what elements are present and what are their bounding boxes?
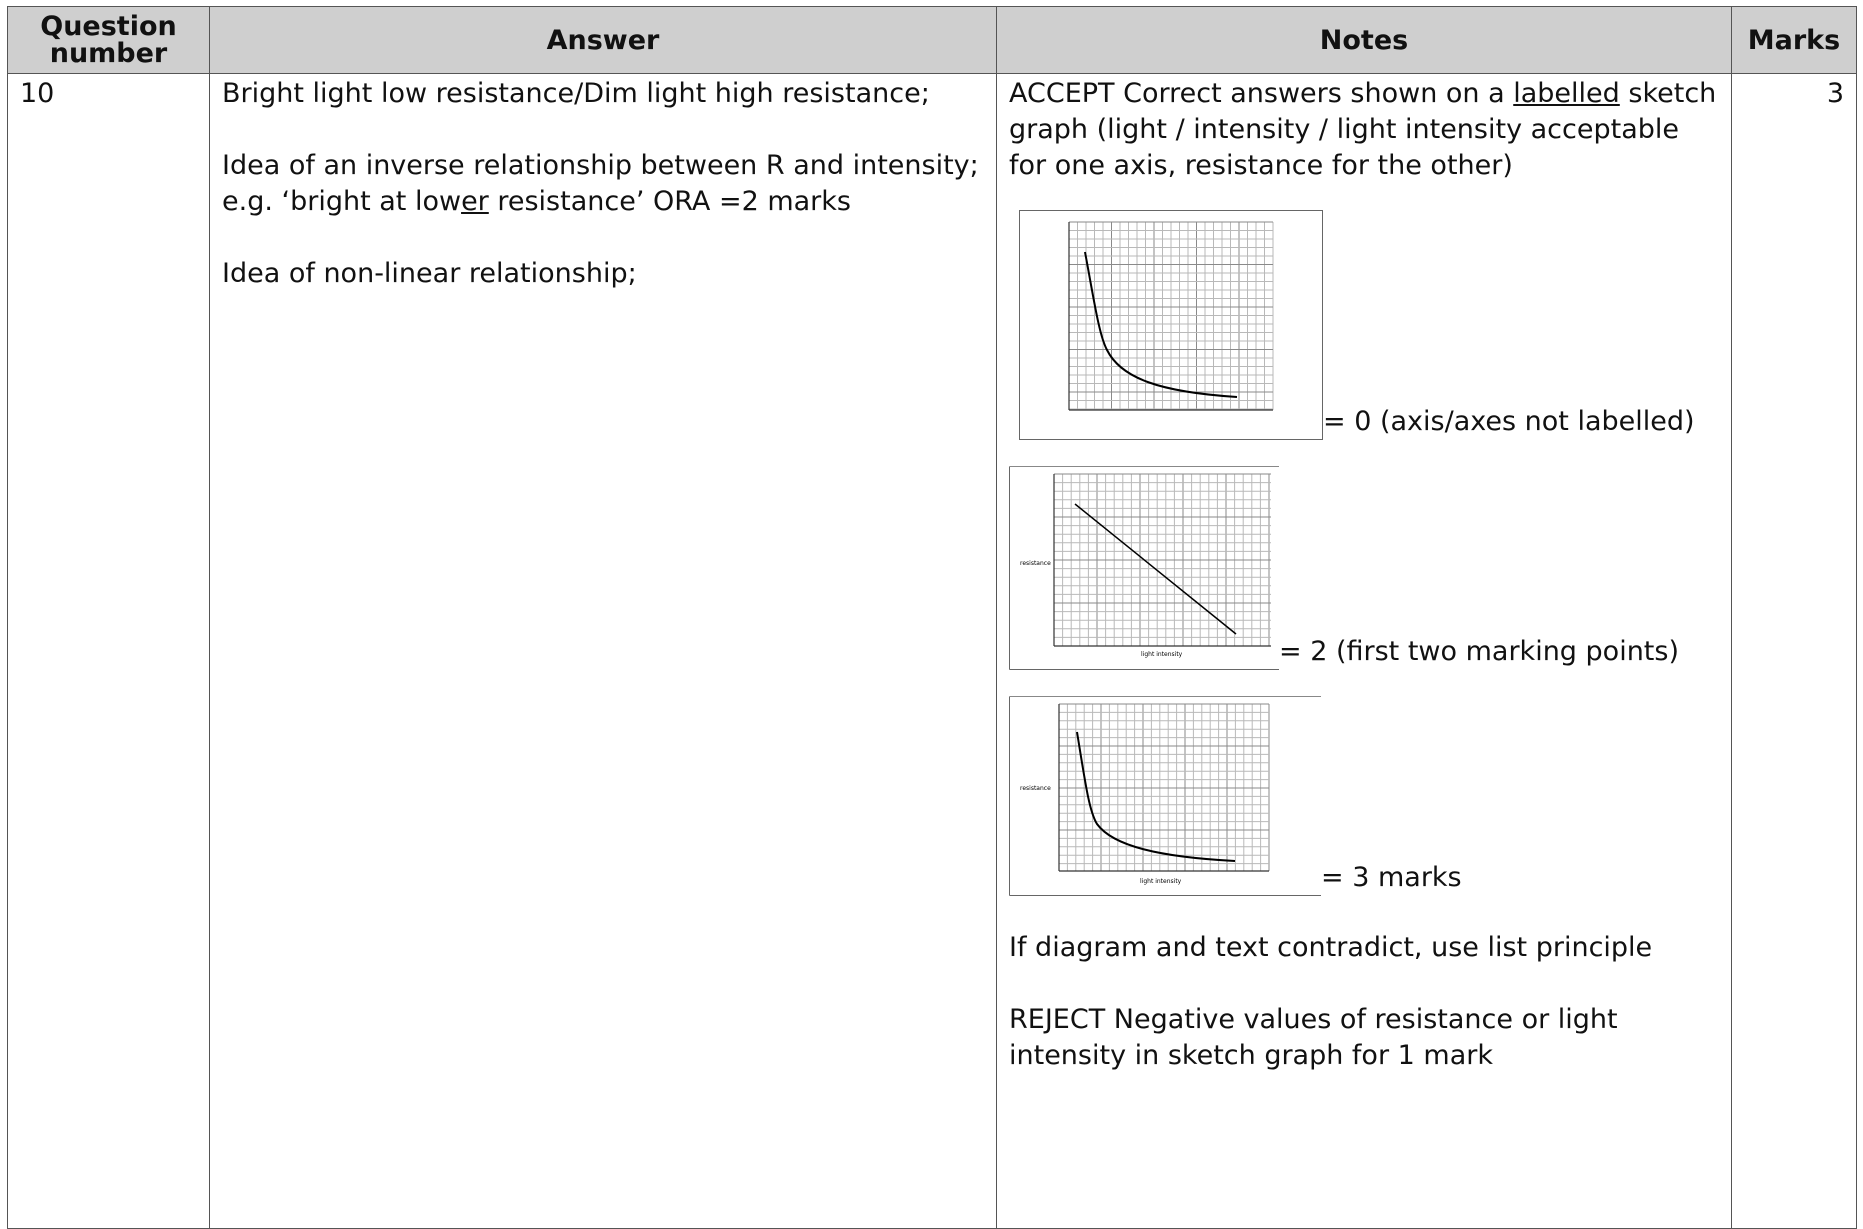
notes-accept-underlined: labelled xyxy=(1513,78,1620,109)
answer-line-3-post: resistance’ ORA =2 marks xyxy=(488,186,851,217)
table-row: 10 Bright light low resistance/Dim light… xyxy=(7,73,1857,1229)
sketch-3-ylabel: resistance xyxy=(1020,785,1051,792)
marks-cell: 3 xyxy=(1731,73,1857,1229)
header-row: Question number Answer Notes Marks xyxy=(7,6,1857,74)
sketch-1-caption: = 0 (axis/axes not labelled) xyxy=(1323,406,1695,437)
answer-line-3-pre: e.g. ‘bright at low xyxy=(222,186,462,217)
notes-reject: REJECT Negative values of resistance or … xyxy=(1009,1004,1618,1071)
sketch-2-xlabel: light intensity xyxy=(1141,651,1183,658)
sketch-2-caption: = 2 (first two marking points) xyxy=(1279,636,1679,667)
answer-line-4: Idea of non-linear relationship; xyxy=(222,258,637,289)
header-question-number: Question number xyxy=(7,6,210,74)
sketch-3-caption: = 3 marks xyxy=(1321,862,1462,893)
answer-cell: Bright light low resistance/Dim light hi… xyxy=(209,73,997,1229)
notes-accept-pre: ACCEPT Correct answers shown on a xyxy=(1009,78,1514,109)
header-marks: Marks xyxy=(1731,6,1857,74)
sketch-graph-unlabelled xyxy=(1019,210,1323,440)
sketch-3-xlabel: light intensity xyxy=(1140,878,1182,885)
answer-line-1: Bright light low resistance/Dim light hi… xyxy=(222,78,930,109)
notes-accept: ACCEPT Correct answers shown on a labell… xyxy=(1009,76,1719,184)
question-number-cell: 10 xyxy=(7,73,210,1229)
notes-cell: ACCEPT Correct answers shown on a labell… xyxy=(996,73,1732,1229)
header-answer: Answer xyxy=(209,6,997,74)
notes-accept-post: sketch graph (light / intensity / light … xyxy=(1009,78,1717,181)
answer-line-2: Idea of an inverse relationship between … xyxy=(222,150,979,181)
sketch-graph-linear: resistance light intensity xyxy=(1009,466,1279,670)
sketch-row-3: resistance light intensity = 3 marks xyxy=(1009,696,1719,896)
sketch-2-ylabel: resistance xyxy=(1020,560,1051,567)
mark-scheme-table: Question number Answer Notes Marks 10 Br… xyxy=(7,6,1857,1229)
answer-line-3-underlined: er xyxy=(461,186,489,217)
answer-line-3: e.g. ‘bright at lower resistance’ ORA =2… xyxy=(222,184,984,220)
notes-list-principle: If diagram and text contradict, use list… xyxy=(1009,932,1653,963)
header-notes: Notes xyxy=(996,6,1732,74)
sketch-row-2: resistance light intensity = 2 (first tw… xyxy=(1009,466,1719,670)
sketch-graph-correct: resistance light intensity xyxy=(1009,696,1321,896)
sketch-row-1: = 0 (axis/axes not labelled) xyxy=(1009,210,1719,440)
